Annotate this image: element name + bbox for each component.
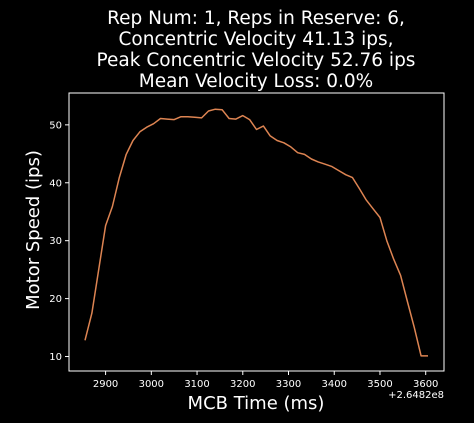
x-tick-label: 3500 <box>367 379 392 390</box>
y-tick-label: 30 <box>49 236 62 247</box>
x-tick-label: 3100 <box>184 379 209 390</box>
plot-frame <box>68 92 445 372</box>
x-axis-ticks: 2900 3000 3100 3200 3300 3400 3500 3600 <box>93 371 438 390</box>
series-line <box>84 108 428 357</box>
chart-title: Rep Num: 1, Reps in Reserve: 6,Concentri… <box>97 8 416 92</box>
x-tick-label: 3400 <box>322 379 347 390</box>
title-line: Peak Concentric Velocity 52.76 ips <box>97 50 416 71</box>
x-axis-label: MCB Time (ms) <box>188 393 325 414</box>
y-tick-label: 40 <box>49 178 62 189</box>
x-offset-label: +2.6482e8 <box>388 390 444 401</box>
x-tick-label: 2900 <box>93 379 118 390</box>
x-tick-label: 3000 <box>139 379 164 390</box>
y-tick-label: 50 <box>49 120 62 131</box>
x-tick-label: 3300 <box>276 379 301 390</box>
y-axis-label: Motor Speed (ips) <box>23 150 44 310</box>
title-line: Rep Num: 1, Reps in Reserve: 6, <box>107 8 405 29</box>
x-tick-label: 3200 <box>230 379 255 390</box>
title-line: Mean Velocity Loss: 0.0% <box>139 71 373 92</box>
y-axis-ticks: 10 20 30 40 50 <box>49 120 69 363</box>
x-tick-label: 3600 <box>413 379 438 390</box>
title-line: Concentric Velocity 41.13 ips, <box>119 29 394 50</box>
y-tick-label: 20 <box>49 294 62 305</box>
y-tick-label: 10 <box>49 352 62 363</box>
